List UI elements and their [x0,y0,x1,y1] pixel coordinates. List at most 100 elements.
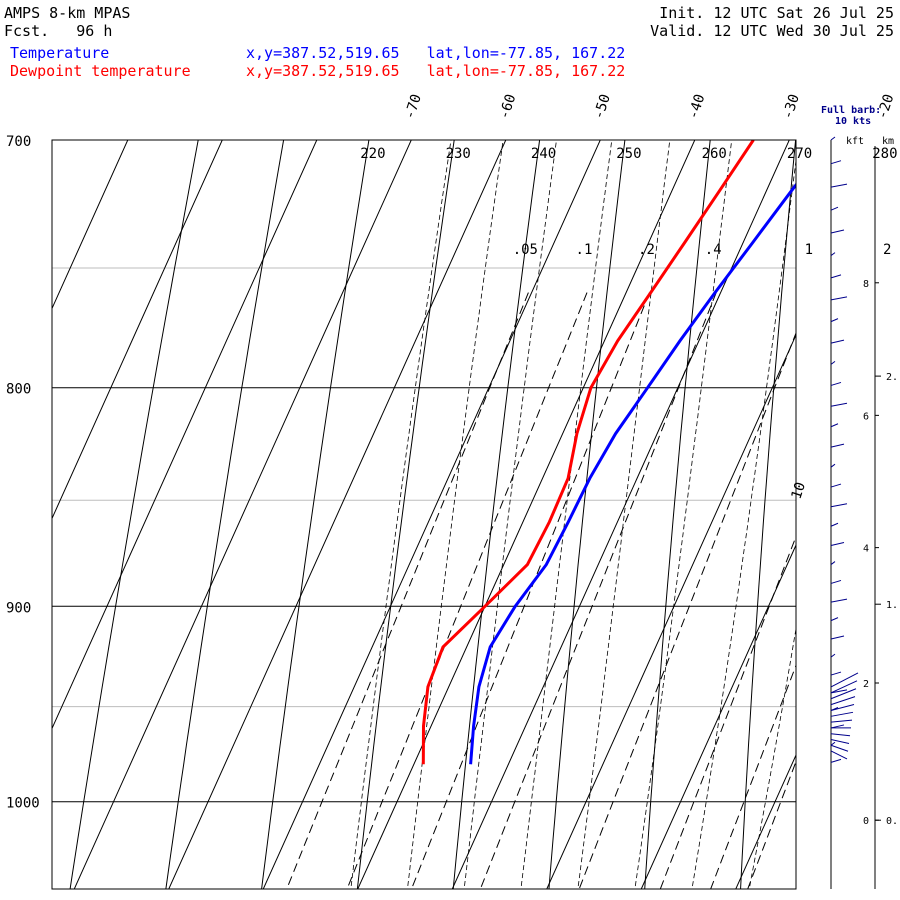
isotherm [357,140,696,889]
mixing-ratio-line [659,535,796,889]
dry-adiabat [548,140,626,889]
wind-barb [830,689,848,694]
mixing-ratio-line [710,664,796,889]
mixing-ratio-line [794,293,900,900]
wind-barb [830,381,842,386]
mixing-ratio-label: .05 [513,242,538,258]
mixing-ratio-label: .4 [705,242,722,258]
isotherm [52,140,223,520]
mixing-ratio-line [479,292,717,889]
wind-barb [830,318,839,323]
temperature-tick-label: -30 [780,92,803,121]
wind-barb [830,703,855,711]
wind-barb [830,339,845,344]
wind-barb [830,443,845,448]
wind-barb [830,402,848,407]
pressure-tick-label: 900 [6,600,31,616]
dry-adiabat [740,140,796,889]
kft-tick-label: 2 [863,679,869,690]
pressure-tick-label: 800 [6,382,31,398]
legend-dewpoint-location: x,y=387.52,519.65 lat,lon=-77.85, 167.22 [246,62,626,80]
temperature-tick-label: -60 [496,92,519,121]
wind-barb [830,671,842,676]
wind-barb [830,738,850,744]
wind-barb [830,522,839,527]
wind-barb [830,503,848,508]
wind-barb [830,688,857,700]
wind-barb [830,758,842,763]
theta-label: 230 [446,146,471,162]
isotherm [640,543,796,889]
wind-barb [830,136,836,141]
wind-barb [830,635,845,640]
temperature-tick-label: -40 [685,92,708,121]
mixing-ratio-line [747,760,796,889]
isotherm [262,140,601,889]
theta-label: 240 [531,146,556,162]
wind-barb [830,680,858,694]
isotherm [735,753,796,889]
theta-label: 220 [360,146,385,162]
wind-barb [830,160,842,165]
wind-barb [830,296,848,301]
kft-label: kft [846,136,864,147]
dry-adiabat [836,113,884,900]
moist-adiabat [748,626,796,889]
mixing-ratio-label: .1 [576,242,593,258]
km-label: km [882,136,894,147]
mixing-ratio-label: 2 [883,242,891,258]
wind-barb [830,361,836,365]
isotherm [52,140,318,730]
mixing-ratio-line [346,292,588,889]
temperature-tick-label: -20 [874,92,897,121]
wind-barb [830,542,845,546]
isotherm [73,140,412,889]
km-tick-label: 2. [886,372,898,383]
kft-tick-label: 4 [863,544,869,555]
mixing-ratio-line [286,292,529,889]
wind-barb [830,719,853,723]
isotherm [168,140,507,889]
theta-label: 270 [787,146,812,162]
moist-adiabat [520,140,613,889]
moist-adiabat [859,113,900,900]
dry-adiabat [356,140,455,889]
isotherm [52,140,129,310]
moist-adiabat [463,140,557,889]
dry-adiabat [261,140,370,889]
model-title: AMPS 8-km MPAS [4,4,131,22]
wind-barb [830,696,856,706]
wind-barb [830,741,836,746]
mixing-ratio-label: .2 [638,242,655,258]
kft-tick-label: 8 [863,279,869,290]
wind-barb [830,183,848,188]
wind-barb [830,598,848,603]
dry-adiabat [69,140,199,889]
temperature-tick-label: -70 [402,92,425,121]
wind-barb [830,579,842,584]
wind-barb [830,711,854,717]
temperature-tick-label: -50 [591,92,614,121]
isotherm-label-right: 10 [789,480,809,501]
moist-adiabat [802,113,900,900]
wind-barb [830,744,849,752]
km-tick-label: 1. [886,600,898,611]
dry-adiabat [165,140,285,889]
isotherm [451,140,790,889]
dry-adiabat [452,140,541,889]
mixing-ratio-label: 1 [805,242,813,258]
temperature-profile [469,182,796,765]
wind-barb [830,617,839,622]
moist-adiabat [634,140,733,889]
kft-tick-label: 6 [863,411,869,422]
moist-adiabat [691,157,796,889]
isotherm [546,333,796,889]
mixing-ratio-line [578,331,796,889]
wind-barb [830,561,836,565]
valid-time: Valid. 12 UTC Wed 30 Jul 25 [650,22,894,40]
wind-barb [830,274,842,279]
moist-adiabat [350,140,452,889]
theta-label: 250 [616,146,641,162]
moist-adiabat [577,140,671,889]
